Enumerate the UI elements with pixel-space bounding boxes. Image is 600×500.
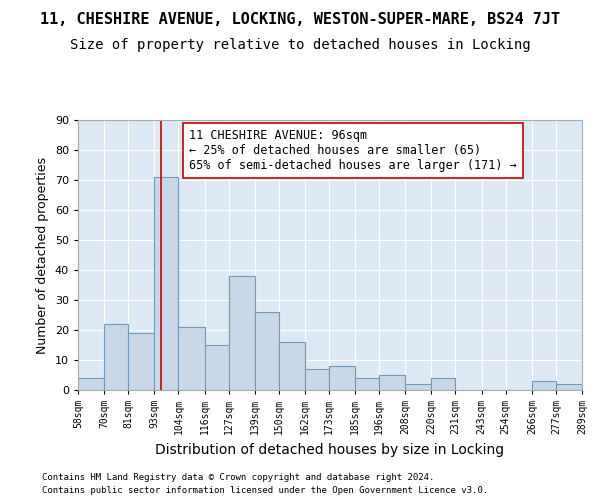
X-axis label: Distribution of detached houses by size in Locking: Distribution of detached houses by size … bbox=[155, 442, 505, 456]
Y-axis label: Number of detached properties: Number of detached properties bbox=[36, 156, 49, 354]
Bar bbox=[255, 312, 279, 390]
Bar bbox=[431, 378, 455, 390]
Text: Size of property relative to detached houses in Locking: Size of property relative to detached ho… bbox=[70, 38, 530, 52]
Bar bbox=[78, 378, 104, 390]
Bar bbox=[379, 375, 405, 390]
Bar bbox=[229, 276, 255, 390]
Bar bbox=[178, 327, 205, 390]
Bar bbox=[205, 345, 229, 390]
Bar bbox=[154, 177, 178, 390]
Bar bbox=[329, 366, 355, 390]
Text: Contains HM Land Registry data © Crown copyright and database right 2024.: Contains HM Land Registry data © Crown c… bbox=[42, 472, 434, 482]
Text: Contains public sector information licensed under the Open Government Licence v3: Contains public sector information licen… bbox=[42, 486, 488, 495]
Text: 11, CHESHIRE AVENUE, LOCKING, WESTON-SUPER-MARE, BS24 7JT: 11, CHESHIRE AVENUE, LOCKING, WESTON-SUP… bbox=[40, 12, 560, 28]
Bar bbox=[128, 333, 154, 390]
Bar bbox=[405, 384, 431, 390]
Text: 11 CHESHIRE AVENUE: 96sqm
← 25% of detached houses are smaller (65)
65% of semi-: 11 CHESHIRE AVENUE: 96sqm ← 25% of detac… bbox=[189, 129, 517, 172]
Bar bbox=[532, 381, 556, 390]
Bar bbox=[279, 342, 305, 390]
Bar bbox=[305, 369, 329, 390]
Bar bbox=[104, 324, 128, 390]
Bar bbox=[355, 378, 379, 390]
Bar bbox=[556, 384, 582, 390]
